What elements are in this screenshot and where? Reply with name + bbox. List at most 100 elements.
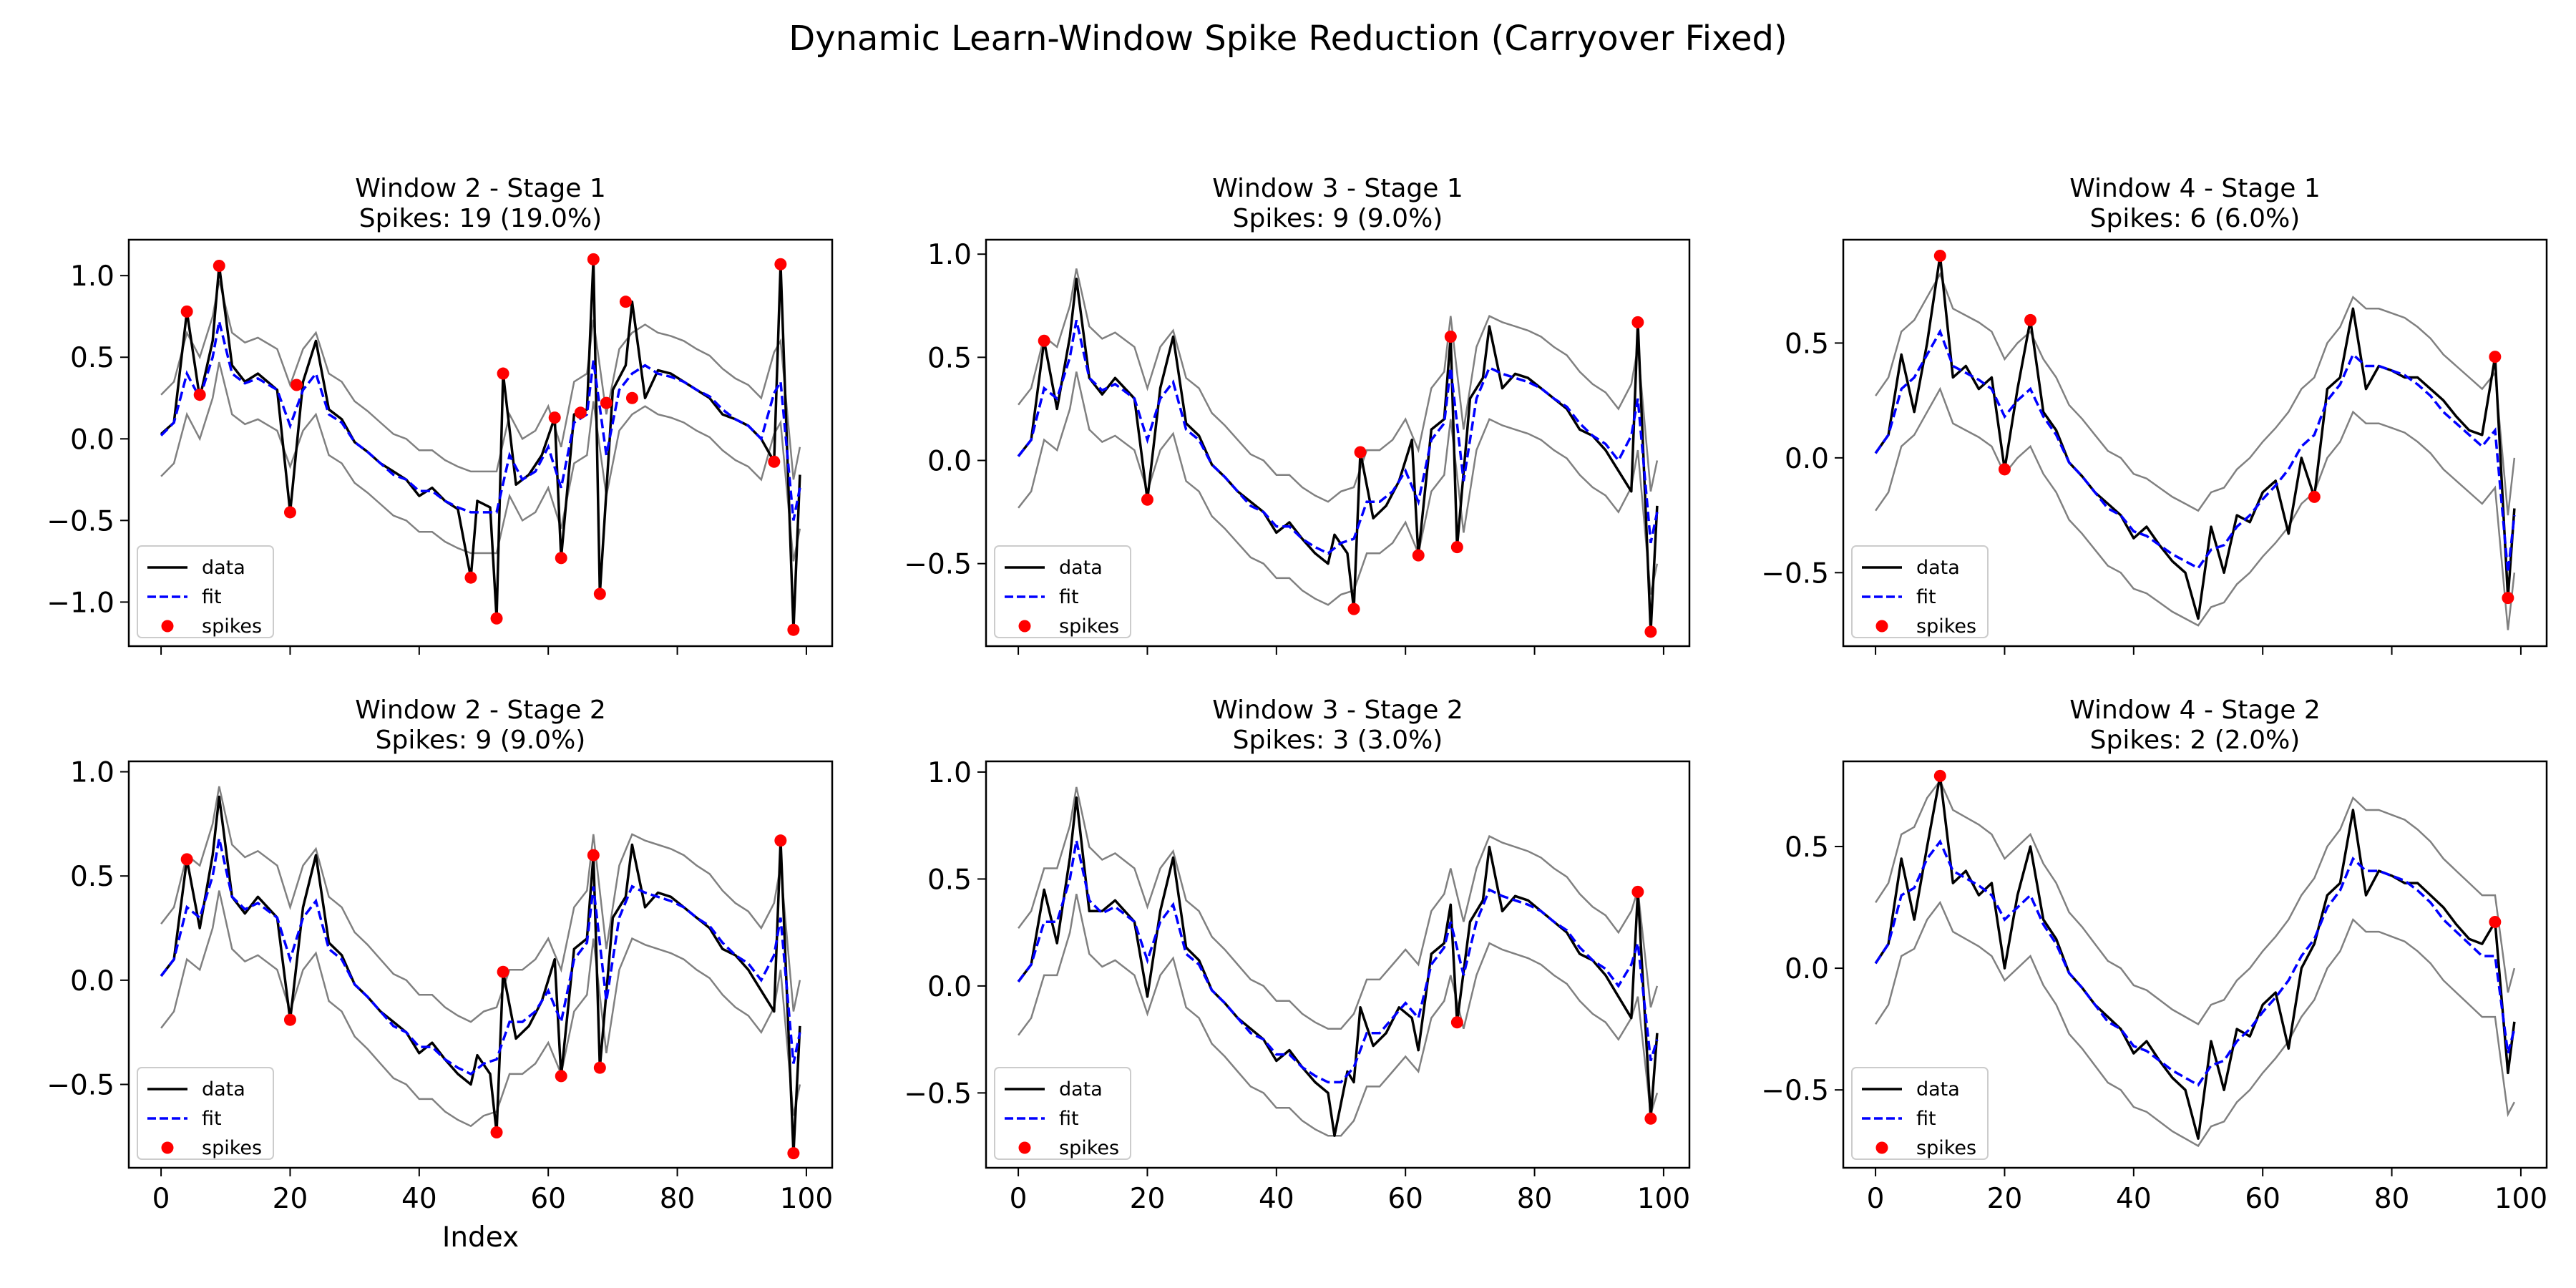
legend-label: spikes	[1916, 1137, 1976, 1159]
y-tick-label: 0.5	[927, 342, 972, 374]
band-upper-line	[1018, 786, 1659, 1030]
spike-point	[587, 253, 600, 265]
legend-box	[994, 545, 1131, 638]
plot-area	[1017, 786, 1659, 1137]
spike-point	[787, 1147, 800, 1160]
x-tick-label: 40	[1259, 1183, 1294, 1215]
y-tick-label: 0.5	[1785, 831, 1829, 864]
axes-frame	[127, 760, 834, 1169]
legend-label: fit	[202, 1108, 222, 1130]
fit-line	[1874, 328, 2516, 573]
x-tick-label: 0	[152, 1183, 170, 1215]
subplot-title: Window 4 - Stage 1	[2069, 174, 2321, 203]
legend-label: fit	[202, 586, 222, 608]
legend: data fit spikes	[137, 545, 274, 638]
spike-point	[1450, 541, 1463, 554]
y-tick-label: 0.0	[1785, 443, 1829, 475]
subplot-title: Spikes: 3 (3.0%)	[1233, 726, 1443, 755]
legend-label: fit	[1059, 586, 1079, 608]
y-tick-label: 1.0	[927, 757, 972, 789]
y-tick-label: 0.0	[70, 965, 114, 997]
plot-area	[160, 786, 801, 1160]
legend-spikes-swatch	[1018, 1141, 1031, 1154]
y-tick-label: −1.0	[47, 587, 114, 619]
spike-point	[1412, 549, 1425, 562]
spike-point	[180, 305, 193, 318]
fit-line	[1017, 840, 1659, 1084]
spike-point	[1933, 249, 1946, 262]
spike-point	[497, 367, 509, 380]
spike-point	[1444, 331, 1457, 343]
y-tick-label: 0.0	[70, 424, 114, 456]
legend-box	[137, 545, 274, 638]
fit-line	[1874, 839, 2516, 1087]
legend-spikes-swatch	[1018, 620, 1031, 633]
legend-label: data	[1059, 557, 1103, 579]
y-tick-label: −0.5	[904, 549, 972, 581]
band-lower-line	[1875, 386, 2516, 630]
y-tick-label: 1.0	[70, 260, 114, 293]
y-tick-label: −0.5	[1761, 1075, 1829, 1107]
spike-point	[283, 506, 296, 519]
legend-label: spikes	[202, 1137, 262, 1159]
y-tick-label: 0.0	[927, 446, 972, 478]
spike-point	[497, 965, 509, 978]
legend-label: spikes	[1059, 1137, 1119, 1159]
legend-label: data	[1916, 1078, 1960, 1101]
spike-point	[1998, 463, 2011, 476]
spike-point	[2308, 490, 2321, 503]
fit-line	[160, 838, 801, 1075]
legend-box	[137, 1067, 274, 1160]
x-tick-label: 60	[1387, 1183, 1423, 1215]
band-upper-line	[1875, 272, 2516, 516]
subplot-title: Window 2 - Stage 2	[355, 696, 606, 725]
legend-label: data	[1059, 1078, 1103, 1101]
spike-point	[490, 1126, 503, 1138]
spike-point	[1644, 625, 1657, 638]
fit-line	[1017, 320, 1659, 555]
spike-point	[1933, 769, 1946, 782]
spike-point	[587, 849, 600, 862]
x-tick-label: 80	[1517, 1183, 1553, 1215]
x-tick-label: 40	[401, 1183, 437, 1215]
spike-point	[600, 396, 613, 409]
spike-point	[555, 1070, 567, 1083]
band-upper-line	[1018, 268, 1659, 503]
plot-area	[1874, 249, 2516, 630]
subplot-title: Window 2 - Stage 1	[355, 174, 606, 203]
spike-point	[1450, 1016, 1463, 1029]
spike-point	[548, 411, 561, 424]
subplot-title: Spikes: 6 (6.0%)	[2090, 204, 2301, 233]
legend-box	[1851, 1067, 1989, 1160]
legend-label: data	[202, 1078, 245, 1101]
axes-frame	[985, 760, 1691, 1169]
band-lower-line	[1875, 900, 2516, 1148]
legend-box	[994, 1067, 1131, 1160]
y-tick-label: 0.0	[927, 971, 972, 1003]
fit-line	[160, 321, 801, 521]
spike-point	[290, 379, 303, 391]
x-tick-label: 80	[2374, 1183, 2410, 1215]
spike-point	[1347, 602, 1360, 615]
spike-point	[1631, 316, 1644, 328]
legend: data fit spikes	[137, 1067, 274, 1160]
x-axis-label: Index	[442, 1221, 519, 1254]
legend: data fit spikes	[1851, 1067, 1989, 1160]
spike-point	[1354, 446, 1367, 459]
spike-point	[593, 587, 606, 600]
y-tick-label: 0.5	[1785, 328, 1829, 360]
subplot-title: Window 3 - Stage 1	[1212, 174, 1463, 203]
y-tick-label: −0.5	[47, 1069, 114, 1101]
spike-point	[193, 389, 206, 401]
x-tick-label: 20	[1987, 1183, 2023, 1215]
spike-point	[574, 406, 587, 419]
spike-point	[2024, 313, 2037, 326]
legend-label: fit	[1916, 1108, 1936, 1130]
spike-point	[625, 391, 638, 404]
legend-label: fit	[1059, 1108, 1079, 1130]
